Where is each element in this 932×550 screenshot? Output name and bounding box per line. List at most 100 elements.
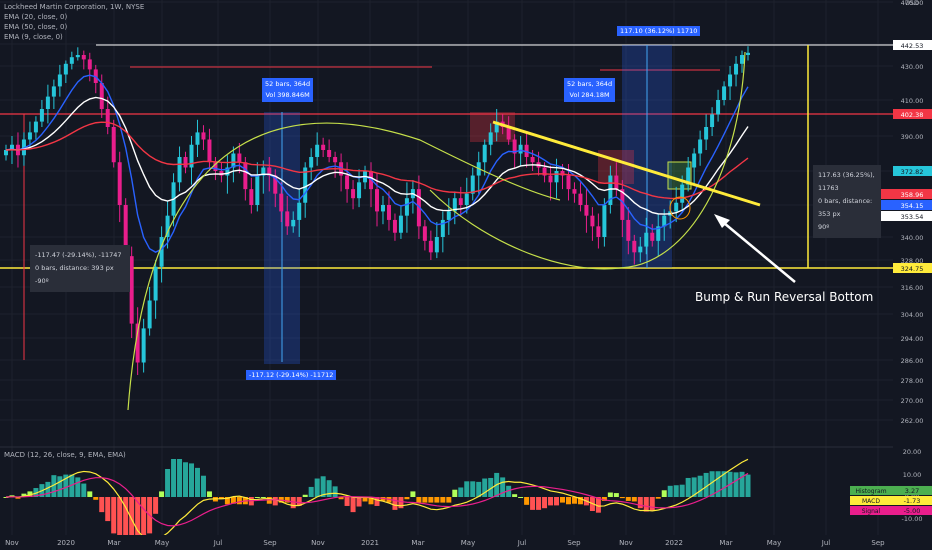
histogram-bar <box>362 497 368 502</box>
candle <box>740 55 745 64</box>
histogram-bar <box>57 476 63 497</box>
histogram-bar <box>183 462 189 497</box>
candle <box>488 132 493 145</box>
candle <box>470 175 475 194</box>
candle <box>608 175 613 205</box>
x-tick-label: Jul <box>517 539 527 547</box>
histogram-bar <box>470 481 476 497</box>
histogram-bar <box>105 497 111 522</box>
histogram-bar <box>63 474 69 497</box>
candle <box>620 189 625 220</box>
candle <box>45 96 50 109</box>
candle <box>626 219 631 241</box>
pattern-annotation: Bump & Run Reversal Bottom <box>695 290 874 304</box>
candle <box>392 219 397 233</box>
y-tick-label: 340.00 <box>901 234 924 242</box>
histogram-bar <box>81 483 87 497</box>
price-label-tag <box>893 166 932 176</box>
histogram-bar <box>482 478 488 497</box>
histogram-bar <box>518 497 524 498</box>
candle <box>99 83 104 109</box>
histogram-bar <box>27 491 33 497</box>
x-tick-label: Nov <box>5 539 19 547</box>
price-label-tag <box>893 211 932 221</box>
candle <box>530 157 535 163</box>
histogram-bar <box>350 497 356 513</box>
candle <box>345 175 350 190</box>
candle <box>177 157 182 183</box>
ema-50-line <box>5 121 749 200</box>
candle <box>722 86 727 100</box>
candle <box>231 153 236 168</box>
candle <box>33 121 38 133</box>
x-tick-label: May <box>461 539 475 547</box>
x-tick-label: Mar <box>411 539 424 547</box>
candle <box>584 205 589 216</box>
y-tick-label: 286.00 <box>901 357 924 365</box>
candle <box>692 153 697 168</box>
candle <box>518 144 523 154</box>
y-tick-label: 390.00 <box>901 133 924 141</box>
histogram-bar <box>15 497 21 499</box>
histogram-bar <box>560 497 565 503</box>
histogram-bar <box>51 475 57 497</box>
histogram-bar <box>296 497 302 506</box>
histogram-bar <box>625 497 631 501</box>
candle <box>81 55 86 60</box>
price-label-tag <box>893 109 932 119</box>
x-tick-label: Sep <box>567 539 581 547</box>
price-label: 358.96 <box>901 191 924 199</box>
histogram-bar <box>302 494 308 497</box>
candle <box>195 132 200 145</box>
candle <box>243 162 248 190</box>
histogram-bar <box>673 485 679 497</box>
histogram-bar <box>512 494 518 497</box>
histogram-bar <box>721 471 727 497</box>
candle <box>698 139 703 154</box>
histogram-bar <box>206 491 212 497</box>
histogram-bar <box>733 472 739 497</box>
histogram-bar <box>577 497 583 505</box>
candle <box>434 237 439 253</box>
price-label: 402.38 <box>901 111 924 119</box>
price-label: 354.15 <box>901 202 924 210</box>
candle <box>4 150 8 156</box>
candle <box>596 226 601 237</box>
histogram-bar <box>129 497 135 535</box>
candle <box>398 215 403 233</box>
candle <box>482 144 487 163</box>
candle <box>644 232 649 247</box>
histogram-bar <box>571 497 577 504</box>
histogram-bar <box>655 497 661 499</box>
candle <box>512 139 517 154</box>
candle <box>680 184 685 203</box>
histogram-bar <box>392 497 398 510</box>
x-tick-label: 2021 <box>361 539 379 547</box>
histogram-bar <box>171 459 177 497</box>
macd-name-tag <box>850 506 893 515</box>
candle <box>237 153 242 163</box>
candle <box>27 132 32 140</box>
macd-tick-label: 10.00 <box>903 471 922 479</box>
histogram-bar <box>709 471 715 497</box>
drawings <box>127 51 796 411</box>
ema-legend-9: EMA (9, close, 0) <box>4 33 63 41</box>
candle <box>207 139 212 163</box>
macd-value-tag <box>893 496 932 505</box>
histogram-bar <box>314 478 320 497</box>
histogram-bar <box>189 463 194 497</box>
candle <box>321 144 326 150</box>
ema-legend-50: EMA (50, close, 0) <box>4 23 68 31</box>
candle <box>273 175 278 194</box>
histogram-bar <box>607 492 613 497</box>
histogram-bar <box>452 489 458 497</box>
candle <box>386 205 391 220</box>
x-tick-label: Nov <box>311 539 325 547</box>
histogram-bar <box>117 497 123 535</box>
macd-value-tag <box>893 506 932 515</box>
candle <box>249 189 254 205</box>
histogram-bar <box>398 497 404 509</box>
candle <box>728 74 733 87</box>
histogram-bar <box>649 497 655 511</box>
